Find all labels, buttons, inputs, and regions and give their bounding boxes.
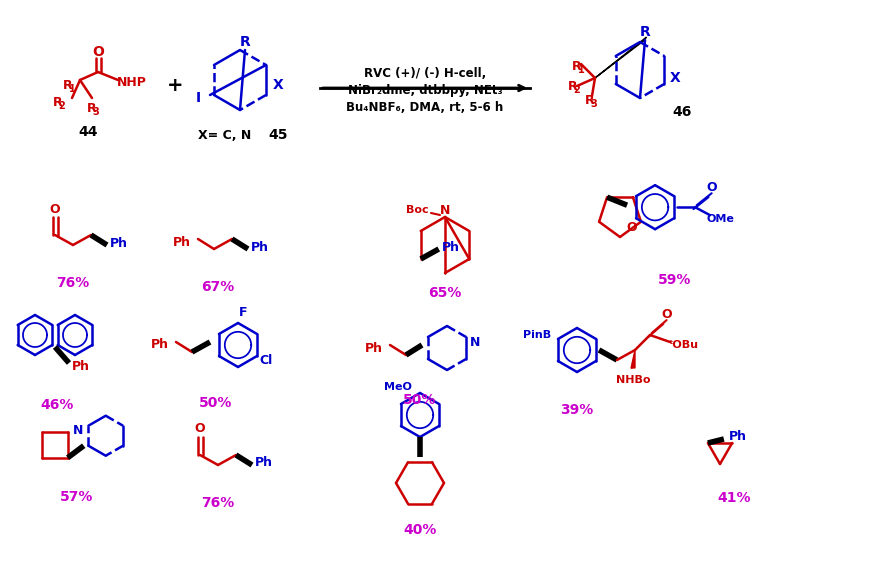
Text: MeO: MeO <box>384 382 412 392</box>
Text: R: R <box>572 60 582 72</box>
Text: ᵗOBu: ᵗOBu <box>668 340 698 350</box>
Text: F: F <box>239 307 247 320</box>
Text: R: R <box>64 79 73 92</box>
Text: 44: 44 <box>78 125 98 139</box>
Text: X: X <box>273 78 283 92</box>
Text: 76%: 76% <box>201 496 234 510</box>
Text: 2: 2 <box>58 101 65 111</box>
Text: 46%: 46% <box>40 398 74 412</box>
Text: X: X <box>670 71 680 85</box>
Text: Ph: Ph <box>255 456 273 469</box>
Text: Ph: Ph <box>151 339 169 352</box>
Text: R: R <box>568 80 577 93</box>
Polygon shape <box>631 350 635 368</box>
Text: N: N <box>72 424 83 437</box>
Text: NiBr₂dme, dtbbpy, NEt₃: NiBr₂dme, dtbbpy, NEt₃ <box>348 84 503 97</box>
Text: I: I <box>195 91 200 105</box>
Text: 1: 1 <box>577 65 584 75</box>
Text: Cl: Cl <box>260 353 273 366</box>
Text: 67%: 67% <box>201 280 234 294</box>
Text: O: O <box>662 308 672 321</box>
Text: Ph: Ph <box>173 236 191 249</box>
Text: 65%: 65% <box>429 286 462 300</box>
Text: 76%: 76% <box>57 276 90 290</box>
Text: Ph: Ph <box>442 241 460 254</box>
Text: NHP: NHP <box>117 76 147 89</box>
Text: R: R <box>585 93 595 106</box>
Text: O: O <box>706 181 718 193</box>
Text: O: O <box>92 45 104 59</box>
Text: 1: 1 <box>69 84 76 94</box>
Text: Ph: Ph <box>72 361 90 373</box>
Text: +: + <box>166 76 183 94</box>
Text: Ph: Ph <box>251 241 269 254</box>
Text: 39%: 39% <box>560 403 594 417</box>
Text: 40%: 40% <box>403 523 436 537</box>
Text: O: O <box>195 423 206 435</box>
Text: R: R <box>87 101 97 114</box>
Text: R: R <box>639 25 651 39</box>
Text: 59%: 59% <box>658 273 692 287</box>
Text: 50%: 50% <box>199 396 233 410</box>
Text: R: R <box>53 96 63 109</box>
Text: NHBo: NHBo <box>616 375 651 385</box>
Text: Boc: Boc <box>406 205 429 215</box>
Text: 41%: 41% <box>717 491 751 505</box>
Text: OMe: OMe <box>706 214 734 224</box>
Polygon shape <box>595 37 646 78</box>
Text: X= C, N: X= C, N <box>199 129 252 142</box>
Text: PinB: PinB <box>523 330 551 340</box>
Text: 45: 45 <box>268 128 287 142</box>
Text: Ph: Ph <box>110 237 128 249</box>
Text: 50%: 50% <box>403 393 436 407</box>
Text: RVC (+)/ (-) H-cell,: RVC (+)/ (-) H-cell, <box>364 67 486 80</box>
Text: 46: 46 <box>672 105 692 119</box>
Text: 3: 3 <box>92 107 99 117</box>
Text: O: O <box>627 221 638 233</box>
Text: Ph: Ph <box>729 431 746 443</box>
Text: Ph: Ph <box>365 341 383 354</box>
Text: N: N <box>469 336 480 349</box>
Text: N: N <box>440 204 450 216</box>
Text: R: R <box>240 35 250 49</box>
Text: Bu₄NBF₆, DMA, rt, 5-6 h: Bu₄NBF₆, DMA, rt, 5-6 h <box>347 101 503 113</box>
Text: 2: 2 <box>574 85 580 95</box>
Text: 57%: 57% <box>60 490 94 504</box>
Text: 3: 3 <box>591 99 598 109</box>
Text: O: O <box>50 203 60 216</box>
